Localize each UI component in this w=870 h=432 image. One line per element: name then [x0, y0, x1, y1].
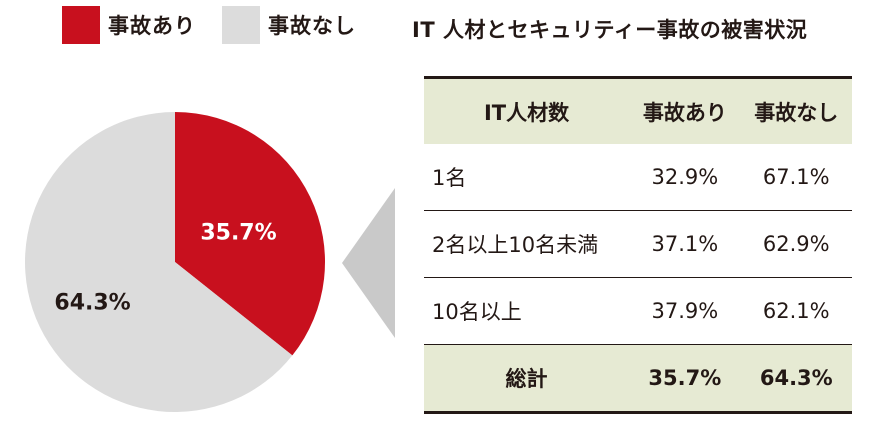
table-title: IT 人材とセキュリティー事故の被害状況	[412, 18, 808, 42]
legend-swatch-no-accident	[222, 6, 260, 44]
row-value-no-accident: 62.9%	[740, 210, 852, 278]
row-label: 2名以上10名未満	[424, 210, 630, 278]
col-header-no-accident: 事故なし	[740, 76, 852, 144]
row-label: 10名以上	[424, 277, 630, 345]
legend-swatch-accident	[62, 6, 100, 44]
data-table: IT人材数 事故あり 事故なし 1名 32.9% 67.1% 2名以上10名未満…	[424, 76, 852, 414]
legend-item-accident: 事故あり	[62, 6, 196, 44]
col-header-it-staff: IT人材数	[424, 76, 630, 144]
row-value-no-accident: 62.1%	[740, 277, 852, 345]
table-total-row: 総計 35.7% 64.3%	[424, 344, 852, 414]
table-row: 10名以上 37.9% 62.1%	[424, 277, 852, 345]
legend-item-no-accident: 事故なし	[222, 6, 356, 44]
row-value-accident: 32.9%	[629, 144, 741, 211]
pie-label-no-accident: 64.3%	[54, 291, 130, 316]
callout-pointer	[342, 188, 395, 338]
pie-label-accident: 35.7%	[200, 220, 276, 245]
row-value-no-accident: 67.1%	[740, 144, 852, 211]
legend-label-accident: 事故あり	[108, 14, 196, 38]
pie-slice-accident	[175, 112, 325, 356]
legend-label-no-accident: 事故なし	[268, 14, 356, 38]
row-value-accident: 37.9%	[629, 277, 741, 345]
row-label: 1名	[424, 144, 630, 211]
table-row: 2名以上10名未満 37.1% 62.9%	[424, 210, 852, 278]
total-value-no-accident: 64.3%	[740, 344, 852, 414]
table-row: 1名 32.9% 67.1%	[424, 144, 852, 211]
row-value-accident: 37.1%	[629, 210, 741, 278]
pie-slice-no-accident	[24, 112, 293, 412]
col-header-accident: 事故あり	[629, 76, 741, 144]
table-header-row: IT人材数 事故あり 事故なし	[424, 76, 852, 144]
legend: 事故あり 事故なし	[62, 6, 382, 44]
total-label: 総計	[424, 344, 630, 414]
total-value-accident: 35.7%	[629, 344, 741, 414]
